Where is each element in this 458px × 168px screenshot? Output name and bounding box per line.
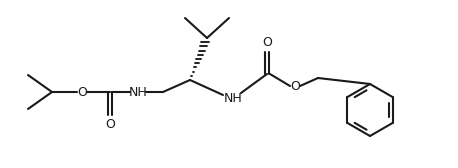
Text: O: O (105, 118, 115, 132)
Text: NH: NH (224, 92, 242, 104)
Text: O: O (262, 36, 272, 50)
Text: O: O (77, 86, 87, 98)
Text: O: O (290, 79, 300, 93)
Text: NH: NH (129, 86, 147, 98)
